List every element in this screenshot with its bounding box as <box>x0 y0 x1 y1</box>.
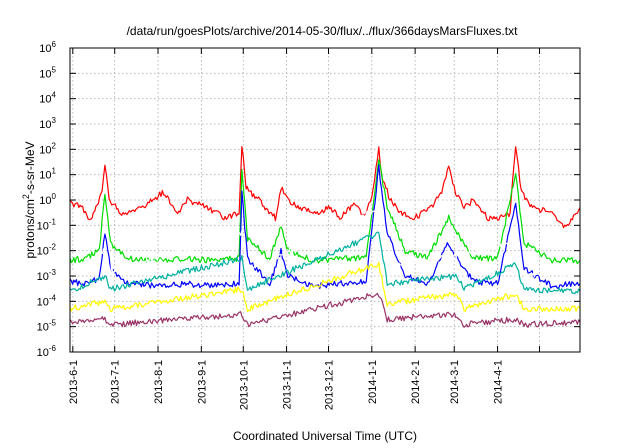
x-tick-label: 2013-8-1 <box>153 360 165 404</box>
x-tick-labels: 2013-6-1 2013-7-1 2013-8-1 2013-9-1 2013-10-… <box>68 360 505 410</box>
y-tick-label-base: 10 <box>37 220 49 232</box>
series-line-3 <box>69 164 581 289</box>
y-tick-label-exp: 6 <box>52 40 57 49</box>
y-tick-label-exp: -3 <box>49 268 57 277</box>
x-tick-label: 2014-3-1 <box>449 360 461 404</box>
y-tick-label: 101 <box>39 167 56 182</box>
y-tick-label: 104 <box>39 91 56 106</box>
series-line-5 <box>69 231 581 295</box>
y-tick-label-base: 10 <box>37 296 49 308</box>
y-tick-label: 10-6 <box>37 344 57 359</box>
y-tick-label-base: 10 <box>39 195 51 207</box>
x-tick-label: 2013-6-1 <box>68 360 80 404</box>
y-tick-label-exp: -1 <box>49 217 57 226</box>
series-line-1 <box>69 146 581 229</box>
x-tick-label: 2014-1-1 <box>367 360 379 404</box>
y-tick-label: 105 <box>39 65 56 80</box>
y-tick-label: 10-3 <box>37 268 57 283</box>
x-tick-label: 2013-12-1 <box>323 360 335 410</box>
y-tick-label-base: 10 <box>39 43 51 55</box>
y-tick-label: 106 <box>39 40 56 55</box>
y-tick-label: 103 <box>39 116 56 131</box>
y-tick-label-base: 10 <box>39 170 51 182</box>
series-group <box>69 146 581 328</box>
y-tick-label-exp: 4 <box>52 91 57 100</box>
y-tick-label-exp: 2 <box>52 141 57 150</box>
y-tick-label: 10-2 <box>37 243 57 258</box>
y-tick-label-base: 10 <box>39 119 51 131</box>
x-tick-label: 2014-4-1 <box>493 360 505 404</box>
y-tick-label-base: 10 <box>37 347 49 359</box>
y-axis-label-sup: 2 <box>21 194 31 199</box>
y-tick-label: 102 <box>39 141 56 156</box>
axis-ticks <box>70 47 580 353</box>
y-tick-label: 10-1 <box>37 217 57 232</box>
x-tick-label: 2013-10-1 <box>238 360 250 410</box>
y-tick-label-exp: 0 <box>52 192 57 201</box>
y-tick-label-base: 10 <box>37 322 49 334</box>
y-tick-label-exp: 5 <box>52 65 57 74</box>
y-tick-label: 10-5 <box>37 319 57 334</box>
y-tick-label-exp: -2 <box>49 243 57 252</box>
y-tick-label-exp: -4 <box>49 293 57 302</box>
y-tick-label: 10-4 <box>37 293 57 308</box>
y-axis-label: protons/cm2-s-sr-MeV <box>21 141 37 258</box>
x-tick-label: 2013-7-1 <box>110 360 122 404</box>
y-tick-labels: 10-610-510-410-310-210-11001011021031041… <box>37 40 57 359</box>
x-tick-label: 2013-11-1 <box>282 360 294 409</box>
series-line-4 <box>69 208 581 278</box>
y-tick-label-base: 10 <box>39 144 51 156</box>
series-line-6 <box>69 261 581 313</box>
y-tick-label-exp: 3 <box>52 116 57 125</box>
x-tick-label: 2014-2-1 <box>410 360 422 404</box>
y-tick-label: 100 <box>39 192 56 207</box>
series-line-7 <box>69 292 581 328</box>
y-tick-label-exp: -6 <box>49 344 57 353</box>
y-tick-label-exp: 1 <box>52 167 57 176</box>
y-tick-label-base: 10 <box>37 246 49 258</box>
x-axis-label: Coordinated Universal Time (UTC) <box>233 429 417 443</box>
chart-title: /data/run/goesPlots/archive/2014-05-30/f… <box>127 24 519 38</box>
x-tick-label: 2013-9-1 <box>196 360 208 404</box>
y-tick-label-base: 10 <box>39 94 51 106</box>
y-tick-label-base: 10 <box>37 271 49 283</box>
y-tick-label-base: 10 <box>39 68 51 80</box>
y-tick-label-exp: -5 <box>49 319 57 328</box>
y-axis-label-suffix: -s-sr-MeV <box>23 141 37 194</box>
y-axis-label-prefix: protons/cm <box>23 199 37 258</box>
